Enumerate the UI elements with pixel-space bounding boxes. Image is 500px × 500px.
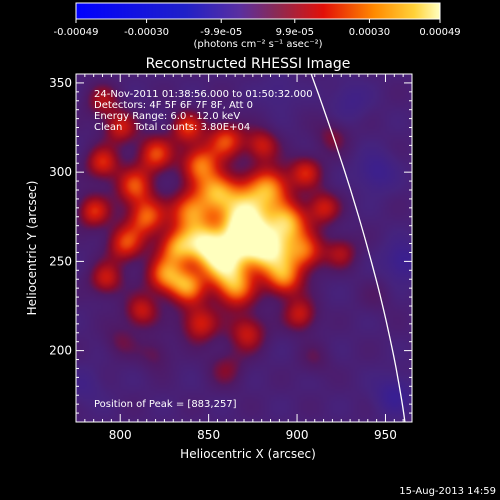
x-axis: 800 850 900 950 (75, 74, 413, 442)
y-axis-label: Heliocentric Y (arcsec) (25, 181, 39, 316)
x-tick-label: 800 (109, 428, 132, 442)
x-axis-label: Heliocentric X (arcsec) (180, 447, 316, 461)
colorbar-gradient (75, 2, 441, 20)
solar-limb-curve (310, 74, 406, 422)
y-tick-label: 200 (49, 344, 72, 358)
footer-date: 15-Aug-2013 14:59 (399, 486, 496, 497)
x-tick-label: 900 (286, 428, 309, 442)
annotation-energy-range: Energy Range: 6.0 - 12.0 keV (94, 111, 240, 122)
colorbar-tick-label: 0.00049 (419, 27, 460, 38)
plot-area (76, 74, 412, 422)
colorbar-unit-label: (photons cm⁻² s⁻¹ asec⁻²) (193, 39, 322, 50)
colorbar: -0.00049 -0.00030 -9.9e-05 9.9e-05 0.00030 0.… (54, 2, 461, 50)
colorbar-tick-label: 9.9e-05 (276, 27, 314, 38)
y-tick-label: 250 (49, 254, 72, 268)
y-tick-label: 300 (49, 165, 72, 179)
colorbar-tick-label: -0.00049 (54, 27, 99, 38)
colorbar-tick-label: -0.00030 (124, 27, 169, 38)
colorbar-tick-label: -9.9e-05 (200, 27, 242, 38)
y-tick-label: 350 (49, 76, 72, 90)
x-tick-label: 950 (374, 428, 397, 442)
colorbar-ticks: -0.00049 -0.00030 -9.9e-05 9.9e-05 0.00030 0.… (54, 19, 461, 38)
x-tick-label: 850 (197, 428, 220, 442)
annotation-peak-position: Position of Peak = [883,257] (94, 399, 237, 410)
annotation-time-range: 24-Nov-2011 01:38:56.000 to 01:50:32.000 (94, 89, 313, 100)
chart-title: Reconstructed RHESSI Image (146, 56, 351, 72)
heatmap-image (76, 74, 412, 422)
annotation-total-counts: Total counts: 3.80E+04 (133, 122, 250, 133)
annotation-method: Clean (94, 122, 122, 133)
annotation-detectors: Detectors: 4F 5F 6F 7F 8F, Att 0 (94, 100, 253, 111)
colorbar-tick-label: 0.00030 (349, 27, 390, 38)
y-axis: 200 250 300 350 (49, 73, 412, 423)
annotation-block: 24-Nov-2011 01:38:56.000 to 01:50:32.000… (94, 89, 313, 410)
